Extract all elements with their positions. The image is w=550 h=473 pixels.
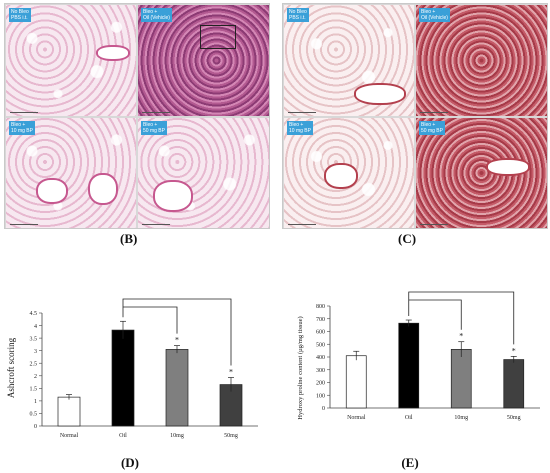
- panel-label-c: (C): [398, 231, 417, 246]
- scale-bar: [288, 112, 316, 113]
- histology-panel-b: No Bleo PBS i.t. Bleo + Oil (Vehicle) Bleo…: [4, 3, 270, 229]
- chart-e-ytick-label: 500: [316, 342, 325, 348]
- chart-e-ytick-label: 300: [316, 368, 325, 374]
- chart-d-ytick-label: 4.5: [30, 311, 38, 317]
- chart-d-bar: [57, 396, 81, 427]
- histology-panel-c: No Bleo PBS i.t. Bleo + Oil (Vehicle) Bleo…: [282, 3, 548, 229]
- chart-d-category-label: Normal: [60, 433, 79, 439]
- ashcroft-score-chart: Ashcroft scoring 0 0.5 1 1.5 2 2.5 3 3.5 4 4.5 No…: [6, 298, 258, 470]
- chart-d-bracket-oil-50mg: [122, 298, 232, 366]
- chart-d-ytick-label: 0: [34, 424, 37, 430]
- micrograph-c-oil: Bleo + Oil (Vehicle): [415, 4, 547, 117]
- chart-d-bar: [111, 329, 135, 427]
- scale-bar: [10, 112, 38, 113]
- chart-e-ytick-label: 600: [316, 330, 325, 336]
- chart-d-ytick-label: 0.5: [30, 412, 38, 418]
- chart-d-category-label: 10mg: [170, 433, 184, 439]
- micrograph-c-normal: No Bleo PBS i.t.: [283, 4, 415, 117]
- chart-d-significance-marker: *: [175, 336, 179, 345]
- chart-e-bar: [450, 348, 472, 409]
- micrograph-tag: Bleo +50 mg BP: [419, 121, 445, 135]
- scale-bar: [142, 224, 170, 225]
- chart-d-bar: [165, 349, 189, 427]
- chart-d-ytick-label: 1: [34, 399, 37, 405]
- chart-e-bracket-oil-10mg: [408, 299, 462, 330]
- scale-bar: [288, 224, 316, 225]
- micrograph-b-10mg: Bleo +10 mg BP: [5, 117, 137, 228]
- micrograph-b-normal: No Bleo PBS i.t.: [5, 4, 137, 117]
- scale-bar: [420, 224, 448, 225]
- panel-label-b: (B): [120, 231, 138, 246]
- chart-e-significance-marker: *: [459, 332, 463, 341]
- micrograph-tag: Bleo +10 mg BP: [9, 121, 35, 135]
- chart-d-ylabel: Ashcroft scoring: [6, 337, 16, 398]
- micrograph-c-10mg: Bleo +10 mg BP: [283, 117, 415, 228]
- chart-e-category-label: 10mg: [454, 415, 468, 421]
- chart-d-ytick-label: 2.5: [30, 361, 38, 367]
- micrograph-tag: Bleo + Oil (Vehicle): [141, 8, 172, 22]
- chart-e-significance-marker: *: [512, 346, 516, 355]
- chart-d-ytick-label: 3.5: [30, 336, 38, 342]
- chart-d-panel-label: (D): [121, 455, 139, 470]
- micrograph-tag: Bleo +50 mg BP: [141, 121, 167, 135]
- chart-e-panel-label: (E): [401, 455, 418, 470]
- chart-e-ylabel: Hydroxy proline content (µg/mg tissue): [297, 316, 304, 419]
- chart-e-ytick-label: 200: [316, 381, 325, 387]
- chart-e-ytick-label: 700: [316, 317, 325, 323]
- chart-e-category-label: Oil: [405, 415, 413, 421]
- hydroxyproline-chart: Hydroxy proline content (µg/mg tissue) 0…: [297, 291, 540, 470]
- chart-d-category-label: 50mg: [224, 433, 238, 439]
- scale-bar: [142, 112, 170, 113]
- micrograph-tag: No Bleo PBS i.t.: [9, 8, 31, 22]
- micrograph-tag: Bleo +10 mg BP: [287, 121, 313, 135]
- chart-e-category-label: Normal: [347, 415, 366, 421]
- region-of-interest-box: [200, 25, 236, 49]
- chart-e-ytick-label: 0: [322, 406, 325, 412]
- scale-bar: [10, 224, 38, 225]
- chart-d-ytick-label: 1.5: [30, 387, 38, 393]
- chart-e-ytick-label: 800: [316, 304, 325, 310]
- micrograph-b-50mg: Bleo +50 mg BP: [137, 117, 269, 228]
- scale-bar: [420, 112, 448, 113]
- micrograph-tag: No Bleo PBS i.t.: [287, 8, 309, 22]
- micrograph-c-50mg: Bleo +50 mg BP: [415, 117, 547, 228]
- chart-d-category-label: Oil: [119, 433, 127, 439]
- chart-e-ytick-label: 100: [316, 393, 325, 399]
- chart-d-ytick-label: 4: [34, 324, 37, 330]
- chart-d-ytick-label: 2: [34, 374, 37, 380]
- chart-e-category-label: 50mg: [507, 415, 521, 421]
- chart-e-bar: [398, 322, 420, 409]
- chart-d-significance-marker: *: [229, 368, 233, 377]
- micrograph-b-oil: Bleo + Oil (Vehicle): [137, 4, 269, 117]
- chart-e-bar: [503, 359, 525, 409]
- micrograph-tag: Bleo + Oil (Vehicle): [419, 8, 450, 22]
- chart-e-bracket-oil-50mg: [408, 291, 515, 345]
- chart-d-ytick-label: 3: [34, 349, 37, 355]
- chart-e-bar: [345, 355, 367, 409]
- chart-e-ytick-label: 400: [316, 355, 325, 361]
- chart-d-bracket-oil-10mg: [123, 306, 178, 334]
